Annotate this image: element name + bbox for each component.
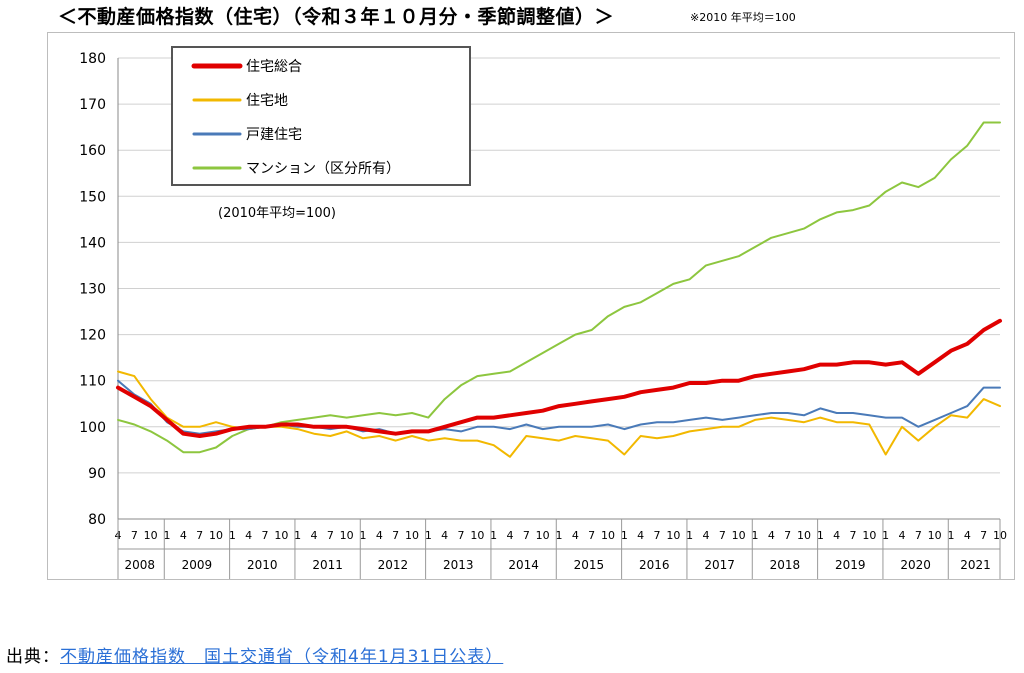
y-tick-label: 180	[79, 51, 106, 67]
x-year-label: 2020	[900, 558, 931, 572]
x-month-tick-label: 10	[601, 529, 615, 542]
x-month-tick-label: 1	[621, 529, 628, 542]
x-month-tick-label: 10	[405, 529, 419, 542]
x-month-tick-label: 4	[899, 529, 906, 542]
x-month-tick-label: 10	[536, 529, 550, 542]
x-month-tick-label: 7	[588, 529, 595, 542]
x-month-tick-label: 4	[703, 529, 710, 542]
y-tick-label: 170	[79, 97, 106, 113]
y-tick-label: 130	[79, 282, 106, 298]
x-month-tick-label: 7	[327, 529, 334, 542]
x-month-tick-label: 4	[441, 529, 448, 542]
x-month-tick-label: 4	[572, 529, 579, 542]
x-month-tick-label: 1	[164, 529, 171, 542]
series-line-0	[116, 318, 1002, 438]
x-month-tick-label: 1	[817, 529, 824, 542]
y-tick-label: 160	[79, 143, 106, 159]
x-month-tick-label: 7	[262, 529, 269, 542]
x-month-tick-label: 1	[360, 529, 367, 542]
legend-label: 住宅総合	[246, 59, 302, 75]
x-month-tick-label: 10	[209, 529, 223, 542]
x-month-tick-label: 4	[768, 529, 775, 542]
x-axis: 4710471014710147101471014710147101471014…	[115, 518, 1007, 579]
x-month-tick-label: 7	[850, 529, 857, 542]
source-label: 出典：	[6, 647, 60, 667]
x-year-label: 2009	[182, 558, 213, 572]
x-year-label: 2016	[639, 558, 670, 572]
x-month-tick-label: 1	[556, 529, 563, 542]
x-year-label: 2021	[960, 558, 991, 572]
x-month-tick-label: 10	[340, 529, 354, 542]
x-month-tick-label: 1	[948, 529, 955, 542]
x-year-label: 2014	[508, 558, 539, 572]
x-month-tick-label: 1	[882, 529, 889, 542]
x-month-tick-label: 7	[915, 529, 922, 542]
x-month-tick-label: 1	[752, 529, 759, 542]
series-lines	[116, 121, 1002, 458]
x-month-tick-label: 4	[311, 529, 318, 542]
x-month-tick-label: 4	[245, 529, 252, 542]
x-month-tick-label: 10	[862, 529, 876, 542]
x-month-tick-label: 7	[980, 529, 987, 542]
x-month-tick-label: 10	[470, 529, 484, 542]
source-citation: 出典：不動産価格指数 国土交通省（令和4年1月31日公表）	[6, 642, 503, 667]
x-month-tick-label: 10	[274, 529, 288, 542]
legend-label: マンション（区分所有）	[246, 161, 400, 177]
x-month-tick-label: 10	[928, 529, 942, 542]
x-year-label: 2010	[247, 558, 278, 572]
x-month-tick-label: 10	[797, 529, 811, 542]
x-year-label: 2013	[443, 558, 474, 572]
x-month-tick-label: 4	[637, 529, 644, 542]
x-month-tick-label: 10	[666, 529, 680, 542]
x-month-tick-label: 1	[229, 529, 236, 542]
y-axis: 80 90 100 110 120 130 140 150 160 170 180	[79, 51, 119, 528]
x-month-tick-label: 1	[425, 529, 432, 542]
y-tick-label: 140	[79, 235, 106, 251]
x-month-tick-label: 7	[654, 529, 661, 542]
x-month-tick-label: 7	[784, 529, 791, 542]
x-month-tick-label: 1	[294, 529, 301, 542]
y-tick-label: 90	[88, 466, 106, 482]
x-month-tick-label: 4	[507, 529, 514, 542]
y-tick-label: 100	[79, 420, 106, 436]
y-tick-label: 150	[79, 189, 106, 205]
base-year-annotation: (2010年平均=100)	[218, 206, 336, 221]
legend-label: 戸建住宅	[246, 127, 302, 143]
y-tick-label: 80	[88, 512, 106, 528]
x-month-tick-label: 4	[833, 529, 840, 542]
x-month-tick-label: 10	[732, 529, 746, 542]
y-tick-label: 120	[79, 328, 106, 344]
x-year-label: 2015	[574, 558, 605, 572]
base-year-note: ※2010 年平均＝100	[690, 11, 796, 24]
x-month-tick-label: 1	[490, 529, 497, 542]
x-year-label: 2008	[125, 558, 156, 572]
x-month-tick-label: 7	[523, 529, 530, 542]
x-month-tick-label: 7	[196, 529, 203, 542]
x-month-tick-label: 4	[964, 529, 971, 542]
x-year-label: 2017	[704, 558, 735, 572]
legend-label: 住宅地	[246, 93, 288, 109]
y-tick-label: 110	[79, 374, 106, 390]
x-month-tick-label: 7	[458, 529, 465, 542]
x-year-label: 2012	[378, 558, 409, 572]
x-month-tick-label: 4	[180, 529, 187, 542]
x-month-tick-label: 7	[131, 529, 138, 542]
x-year-label: 2011	[312, 558, 343, 572]
x-month-tick-label: 10	[144, 529, 158, 542]
chart-page-title: ＜不動産価格指数（住宅）（令和３年１０月分・季節調整値）＞	[58, 6, 615, 28]
x-year-label: 2019	[835, 558, 866, 572]
legend-box	[171, 46, 471, 186]
x-month-tick-label: 1	[686, 529, 693, 542]
x-month-tick-label: 7	[392, 529, 399, 542]
x-month-tick-label: 7	[719, 529, 726, 542]
x-year-label: 2018	[770, 558, 801, 572]
x-month-tick-label: 4	[376, 529, 383, 542]
source-link[interactable]: 不動産価格指数 国土交通省（令和4年1月31日公表）	[60, 647, 504, 667]
